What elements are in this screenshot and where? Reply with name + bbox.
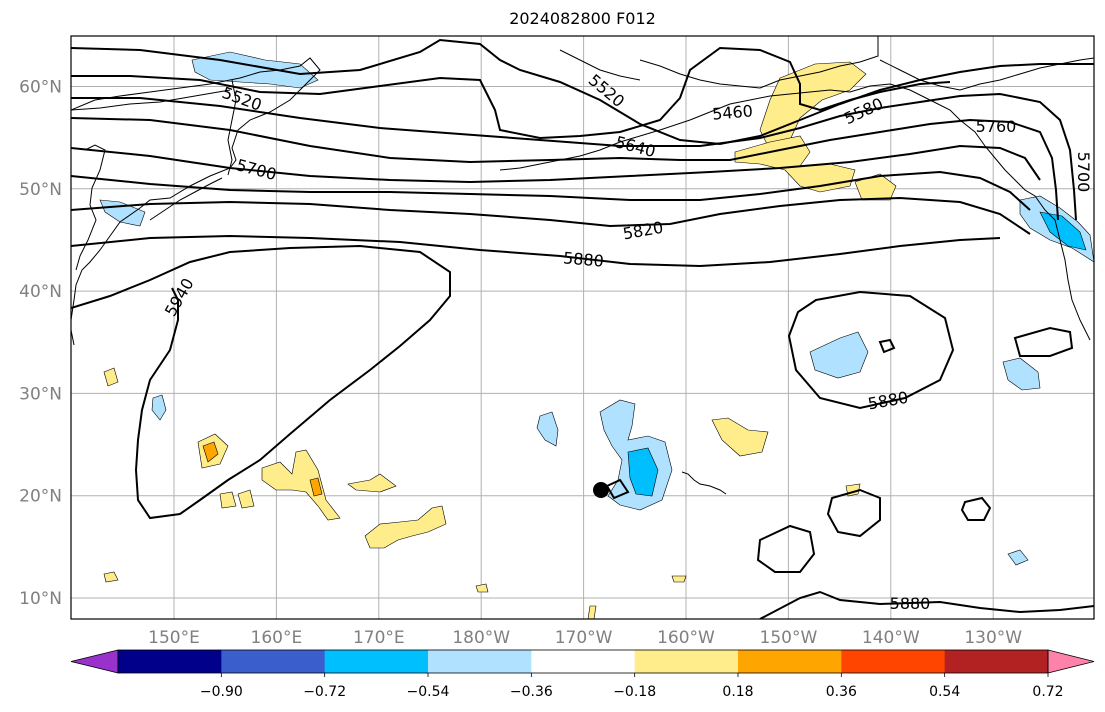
coastlines (71, 36, 1094, 495)
longitude-tick-label: 170°W (555, 628, 613, 648)
colorbar-tick-label: −0.90 (200, 684, 243, 700)
coast-bering (559, 49, 641, 81)
yellow-area-south (671, 575, 687, 583)
latitude-tick-label: 50°N (19, 180, 62, 200)
cyan-area-central (627, 447, 659, 497)
coast-aleutians (499, 129, 661, 171)
positive-shading (103, 61, 897, 619)
blue-area-east-2 (1002, 357, 1041, 391)
colorbar-segment (324, 650, 429, 673)
blue-area-central-1 (536, 411, 559, 447)
orange-area-wp-1 (202, 441, 219, 463)
yellow-area-east-central (711, 417, 769, 457)
yellow-area-wp-3 (347, 473, 397, 493)
contour-label: 5760 (976, 117, 1017, 136)
colorbar-tick-label: 0.36 (826, 684, 857, 700)
blue-area-west-pacific (151, 394, 167, 421)
latitude-tick-label: 10°N (19, 589, 62, 609)
longitude-tick-label: 170°E (353, 628, 405, 648)
coast-alaska-north (639, 36, 879, 89)
contour-label: 5880 (890, 594, 931, 613)
gridlines (71, 36, 1094, 619)
colorbar: −0.90 −0.72 −0.54 −0.36 −0.18 0.18 0.36 0.54 0.7… (70, 649, 1095, 700)
colorbar-segment (118, 650, 222, 673)
coast-hawaii (681, 471, 727, 495)
latitude-tick-label: 30°N (19, 384, 62, 404)
colorbar-segment (738, 650, 842, 673)
blue-area-small-1 (1007, 549, 1029, 566)
yellow-area-wp-6 (237, 489, 255, 509)
colorbar-tick-label: −0.54 (407, 684, 450, 700)
cyan-area-pnw (1039, 211, 1087, 251)
latitude-tick-label: 40°N (19, 282, 62, 302)
orange-area-wp-2 (309, 477, 323, 497)
yellow-area-wp-5 (219, 491, 237, 509)
colorbar-tick-label: −0.72 (303, 684, 346, 700)
coast-japan (75, 144, 106, 271)
colorbar-tick-label: −0.36 (510, 684, 553, 700)
yellow-area-gulf (734, 135, 856, 193)
yellow-area-south-2 (587, 605, 597, 619)
yellow-area-wp-4 (364, 505, 447, 549)
yellow-area-south-3 (475, 583, 489, 593)
height-contours (71, 38, 1094, 619)
longitude-tick-label: 140°W (862, 628, 920, 648)
longitude-labels: 150°E 160°E 170°E 180°W 170°W 160°W 150°W 140°W… (148, 628, 1022, 648)
colorbar-extend-min (70, 649, 119, 674)
colorbar-segment (944, 650, 1049, 673)
longitude-tick-label: 150°E (148, 628, 200, 648)
colorbar-segment (221, 650, 326, 673)
yellow-area-wp-7 (103, 367, 119, 387)
longitude-tick-label: 130°W (964, 628, 1022, 648)
colorbar-tick-label: 0.18 (722, 684, 753, 700)
latitude-labels: 10°N 20°N 30°N 40°N 50°N 60°N (19, 78, 62, 610)
colorbar-segment (531, 650, 636, 673)
colorbar-outline (117, 649, 1049, 674)
colorbar-tick-label: 0.72 (1032, 684, 1063, 700)
coast-north-asia (71, 89, 231, 111)
contour-label: 5700 (1074, 152, 1093, 193)
yellow-area-gulf-2 (854, 173, 897, 201)
map-frame (70, 35, 1095, 620)
longitude-tick-label: 160°E (251, 628, 303, 648)
contour-label: 5880 (562, 248, 604, 270)
latitude-tick-label: 20°N (19, 487, 62, 507)
longitude-tick-label: 150°W (760, 628, 818, 648)
colorbar-segment (841, 650, 946, 673)
longitude-tick-label: 180°W (452, 628, 510, 648)
latitude-tick-label: 60°N (19, 78, 62, 98)
colorbar-extend-max (1047, 649, 1095, 674)
colorbar-tick-label: 0.54 (929, 684, 960, 700)
cyclone-marker (593, 482, 609, 498)
colorbar-tick-label: −0.18 (613, 684, 656, 700)
blue-area-east-1 (809, 331, 869, 379)
contour-label: 5460 (711, 101, 753, 123)
yellow-area-wp-2 (261, 449, 341, 521)
longitude-tick-label: 160°W (657, 628, 715, 648)
yellow-area-alaska (759, 61, 867, 151)
yellow-area-wp-8 (103, 571, 119, 583)
map-title: 2024082800 F012 (509, 9, 656, 28)
colorbar-segment (634, 650, 739, 673)
colorbar-segment (428, 650, 532, 673)
coast-kuril (149, 177, 223, 221)
